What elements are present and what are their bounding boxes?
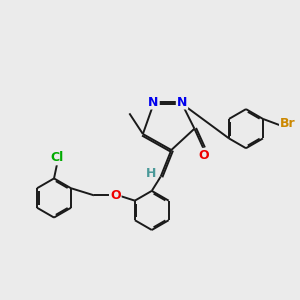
Text: O: O bbox=[110, 189, 121, 202]
Text: Cl: Cl bbox=[50, 151, 64, 164]
Text: N: N bbox=[148, 95, 159, 109]
Text: O: O bbox=[198, 149, 208, 162]
Text: Br: Br bbox=[280, 117, 296, 130]
Text: H: H bbox=[146, 167, 156, 180]
Text: N: N bbox=[177, 95, 187, 109]
